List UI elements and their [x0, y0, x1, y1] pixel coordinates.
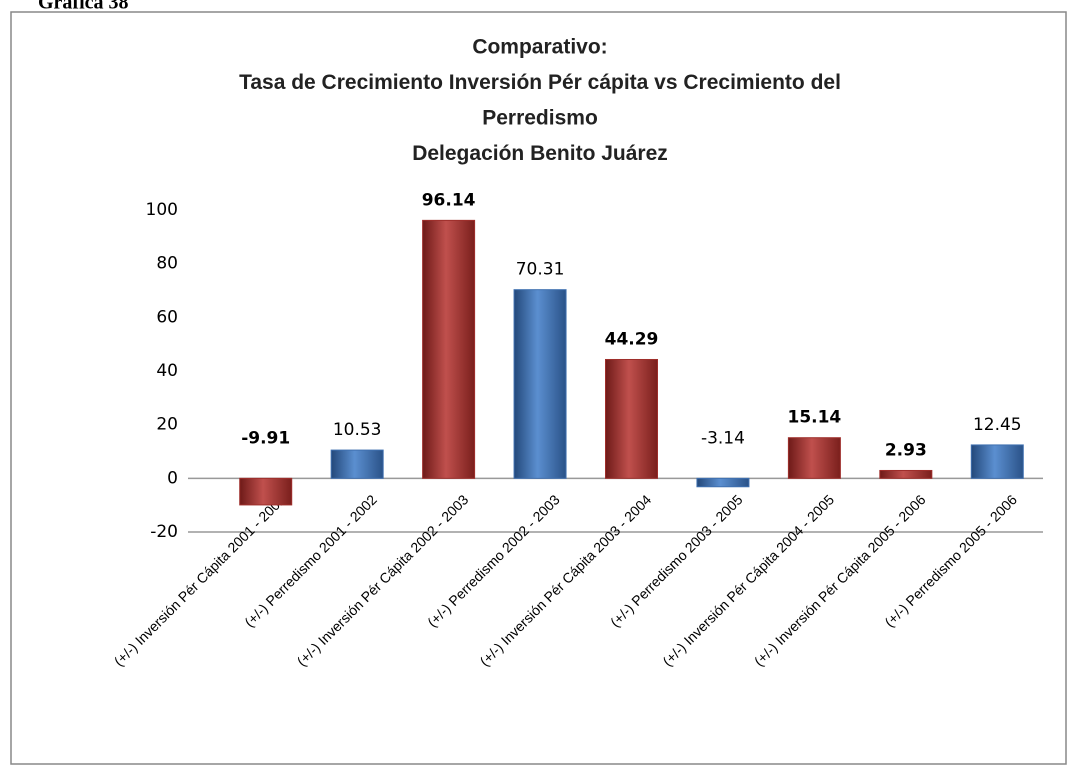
bar: [787, 437, 841, 479]
data-label: 10.53: [333, 420, 382, 440]
y-tick-label: 100: [146, 200, 178, 220]
data-label: -9.91: [241, 428, 290, 448]
y-tick-label: 20: [156, 415, 178, 435]
bar: [970, 444, 1024, 479]
y-tick-label: 80: [156, 254, 178, 274]
bar: [513, 289, 567, 479]
data-label: 12.45: [973, 415, 1022, 435]
bar: [879, 469, 933, 479]
x-tick-label: (+/-) Inversión Pér Cápita 2003 - 2004: [476, 491, 654, 669]
bar: [239, 477, 293, 506]
data-label: 70.31: [516, 260, 565, 280]
x-tick-label: (+/-) Inversión Pér Cápita 2001 - 2002: [111, 491, 289, 669]
data-label: 2.93: [885, 440, 927, 460]
chart-title: Tasa de Crecimiento Inversión Pér cápita…: [239, 71, 841, 94]
data-label: 44.29: [605, 329, 659, 349]
x-tick-label: (+/-) Inversión Pér Cápita 2004 - 2005: [659, 491, 837, 669]
y-tick-label: 60: [156, 307, 178, 327]
bar: [696, 477, 750, 488]
y-tick-label: -20: [150, 522, 178, 542]
x-tick-label: (+/-) Inversión Pér Cápita 2005 - 2006: [751, 491, 929, 669]
chart-title: Delegación Benito Juárez: [412, 142, 668, 165]
bar: [422, 219, 476, 479]
chart-frame: [10, 11, 1067, 765]
y-tick-label: 0: [167, 468, 178, 488]
data-label: -3.14: [701, 428, 745, 448]
bar: [605, 358, 658, 479]
chart-title: Perredismo: [482, 107, 598, 130]
page-label: Gráfica 38: [38, 0, 129, 14]
x-tick-label: (+/-) Inversión Pér Cápita 2002 - 2003: [294, 491, 472, 669]
bar: [330, 449, 384, 479]
data-label: 96.14: [422, 190, 476, 210]
y-tick-label: 40: [156, 361, 178, 381]
chart-title: Comparativo:: [472, 36, 607, 59]
data-label: 15.14: [787, 408, 841, 428]
